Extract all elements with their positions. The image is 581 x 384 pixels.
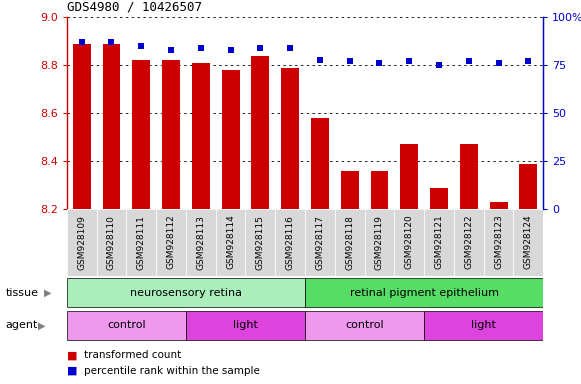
Bar [186, 311, 305, 340]
Bar [454, 209, 483, 276]
Bar [460, 144, 478, 209]
Bar [311, 118, 329, 209]
Bar [365, 209, 394, 276]
Text: GSM928123: GSM928123 [494, 215, 503, 270]
Text: agent: agent [6, 320, 38, 331]
Point [523, 58, 533, 65]
Text: retinal pigment epithelium: retinal pigment epithelium [350, 288, 498, 298]
Point [226, 47, 235, 53]
Bar [102, 44, 120, 209]
Bar [430, 188, 448, 209]
Point [345, 58, 354, 65]
Text: GSM928124: GSM928124 [524, 215, 533, 269]
Bar [519, 164, 537, 209]
Bar [275, 209, 305, 276]
Text: GSM928113: GSM928113 [196, 215, 205, 270]
Point [435, 62, 444, 68]
Bar [156, 209, 186, 276]
Bar [252, 56, 270, 209]
Text: ▶: ▶ [44, 288, 51, 298]
Point [256, 45, 265, 51]
Text: GSM928118: GSM928118 [345, 215, 354, 270]
Bar [186, 209, 216, 276]
Point [494, 60, 503, 66]
Point [375, 60, 384, 66]
Bar [127, 209, 156, 276]
Bar [394, 209, 424, 276]
Text: ▶: ▶ [38, 320, 46, 331]
Bar [305, 209, 335, 276]
Bar [67, 311, 186, 340]
Bar [340, 171, 358, 209]
Point [137, 43, 146, 49]
Text: transformed count: transformed count [84, 350, 181, 360]
Text: control: control [345, 320, 384, 331]
Text: light: light [471, 320, 496, 331]
Bar [216, 209, 245, 276]
Text: GSM928111: GSM928111 [137, 215, 146, 270]
Point [166, 47, 175, 53]
Bar [73, 44, 91, 209]
Point [464, 58, 474, 65]
Bar [424, 311, 543, 340]
Bar [67, 209, 96, 276]
Bar [490, 202, 508, 209]
Text: percentile rank within the sample: percentile rank within the sample [84, 366, 260, 376]
Bar [424, 209, 454, 276]
Bar [335, 209, 365, 276]
Point [285, 45, 295, 51]
Bar [162, 60, 180, 209]
Text: GSM928120: GSM928120 [405, 215, 414, 270]
Text: GSM928119: GSM928119 [375, 215, 384, 270]
Text: GSM928115: GSM928115 [256, 215, 265, 270]
Text: control: control [107, 320, 146, 331]
Text: GSM928110: GSM928110 [107, 215, 116, 270]
Bar [67, 278, 305, 308]
Bar [132, 60, 150, 209]
Text: GDS4980 / 10426507: GDS4980 / 10426507 [67, 0, 202, 13]
Text: GSM928112: GSM928112 [167, 215, 175, 270]
Text: GSM928117: GSM928117 [315, 215, 324, 270]
Text: GSM928114: GSM928114 [226, 215, 235, 270]
Text: neurosensory retina: neurosensory retina [130, 288, 242, 298]
Text: GSM928109: GSM928109 [77, 215, 86, 270]
Bar [400, 144, 418, 209]
Text: GSM928122: GSM928122 [464, 215, 474, 269]
Bar [281, 68, 299, 209]
Point [107, 39, 116, 45]
Text: GSM928116: GSM928116 [286, 215, 295, 270]
Point [196, 45, 206, 51]
Text: GSM928121: GSM928121 [435, 215, 443, 270]
Bar [305, 278, 543, 308]
Bar [371, 171, 388, 209]
Point [315, 56, 325, 63]
Bar [222, 70, 239, 209]
Text: ■: ■ [67, 350, 77, 360]
Text: ■: ■ [67, 366, 77, 376]
Bar [483, 209, 514, 276]
Bar [305, 311, 424, 340]
Bar [514, 209, 543, 276]
Point [77, 39, 87, 45]
Bar [192, 63, 210, 209]
Text: light: light [233, 320, 258, 331]
Bar [96, 209, 127, 276]
Point [404, 58, 414, 65]
Text: tissue: tissue [6, 288, 39, 298]
Bar [245, 209, 275, 276]
